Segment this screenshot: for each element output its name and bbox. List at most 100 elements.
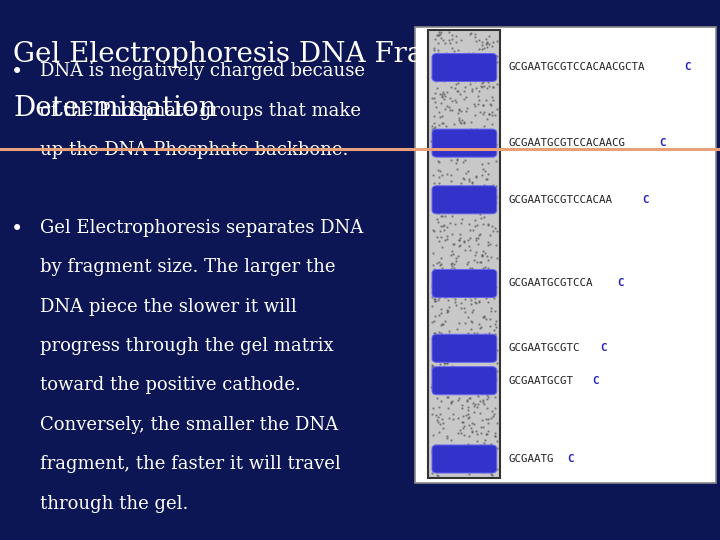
Point [467,179,478,188]
Point [484,374,495,383]
Point [453,394,464,402]
Point [454,379,466,388]
Point [485,469,497,478]
Point [441,127,452,136]
Text: DNA is negatively charged because: DNA is negatively charged because [40,62,364,80]
Bar [415,27,716,483]
Point [433,449,444,457]
Point [479,167,490,176]
Text: GCGAATGCGTCCACAACG: GCGAATGCGTCCACAACG [508,138,625,148]
Point [431,83,443,92]
Point [445,397,456,406]
Point [459,95,470,104]
Point [436,269,447,278]
Point [457,173,469,182]
Text: by fragment size. The larger the: by fragment size. The larger the [40,258,335,276]
Point [477,276,489,285]
Point [439,292,451,301]
Point [479,350,490,359]
Point [460,195,472,204]
Point [477,110,488,118]
Point [444,385,456,394]
Point [447,51,459,59]
Point [482,255,493,264]
Point [462,312,474,321]
Point [467,277,479,286]
Point [453,281,464,289]
Point [480,142,491,151]
Point [474,324,486,333]
Point [459,119,470,127]
Point [484,40,495,49]
Point [456,267,468,275]
Point [456,384,467,393]
Point [457,418,469,427]
Point [446,43,458,52]
Point [433,237,445,245]
Point [490,404,501,413]
Point [467,56,479,65]
Point [446,184,457,192]
Point [438,225,449,234]
Point [487,42,498,50]
Point [445,265,456,274]
Point [459,386,471,395]
Text: fragment, the faster it will travel: fragment, the faster it will travel [40,455,341,473]
Point [445,260,456,268]
Point [485,130,497,138]
Point [433,120,445,129]
Point [439,205,451,214]
Point [430,388,441,396]
Point [490,376,502,384]
Point [487,83,498,92]
Point [432,59,444,68]
Point [429,297,441,306]
Point [481,38,492,47]
Point [464,234,476,243]
Point [437,319,449,328]
Point [476,416,487,424]
Point [456,429,467,437]
Point [474,258,486,266]
Point [466,52,477,60]
Point [476,171,487,179]
Point [456,353,467,361]
Point [476,252,487,260]
Point [468,145,480,154]
Point [456,266,467,274]
Point [472,138,483,147]
Point [483,458,495,467]
Point [481,174,492,183]
Point [434,420,446,429]
Point [433,357,444,366]
Point [481,429,492,438]
Point [490,283,502,292]
Point [487,127,498,136]
Point [443,269,454,278]
Point [441,358,452,367]
Point [483,109,495,118]
Point [474,376,485,384]
Point [473,267,485,275]
Point [436,195,447,204]
Point [465,29,477,38]
Point [477,191,489,199]
Point [491,443,503,452]
Point [489,431,500,440]
Point [448,415,459,424]
Point [463,420,474,429]
Point [436,275,448,284]
Point [480,294,492,302]
Point [454,90,466,98]
Point [474,376,486,384]
Point [426,380,438,389]
Point [453,106,464,114]
Point [490,307,501,315]
Point [446,445,458,454]
Point [435,221,446,230]
Point [477,468,489,477]
Point [444,284,456,292]
Point [489,272,500,280]
Point [434,410,446,419]
Point [487,335,498,343]
